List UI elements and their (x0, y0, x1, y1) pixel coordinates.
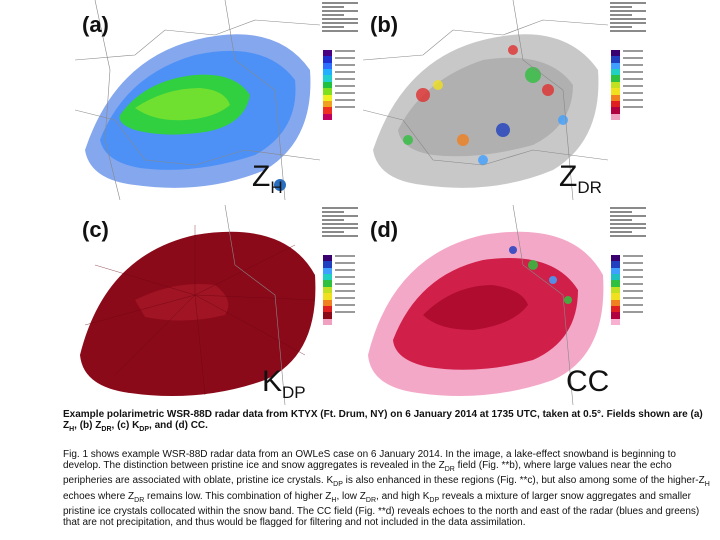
color-scale-swatch (323, 75, 332, 82)
legend-side-b (608, 0, 648, 200)
panel-label-a: (a) (82, 12, 109, 37)
color-scale-swatch (323, 274, 332, 281)
color-scale-swatch (611, 81, 620, 89)
legend-side-c (320, 205, 360, 405)
field-label-kdp: KDP (262, 365, 306, 402)
field-label-zh: ZH (252, 160, 283, 197)
color-scale-swatch (323, 50, 332, 57)
color-scale-swatch (611, 293, 620, 300)
color-scale-swatch (611, 50, 620, 57)
field-label-cc: CC (566, 365, 610, 398)
color-scale-swatch (611, 62, 620, 70)
radar-map-zdr (363, 0, 608, 200)
color-scale-c (323, 255, 332, 325)
color-scale-swatch (323, 107, 332, 114)
legend-side-a (320, 0, 360, 200)
figure-caption: Example polarimetric WSR-88D radar data … (63, 409, 703, 433)
color-scale-a (323, 50, 332, 120)
color-scale-swatch (323, 312, 332, 319)
body-paragraph: Fig. 1 shows example WSR-88D radar data … (63, 449, 710, 529)
panel-label-d: (d) (370, 217, 399, 242)
color-scale-swatch (611, 299, 620, 306)
color-scale-swatch (611, 267, 620, 275)
color-scale-swatch (611, 88, 620, 95)
color-scale-swatch (323, 88, 332, 95)
color-scale-swatch (323, 280, 332, 287)
color-scale-swatch (323, 69, 332, 76)
legend-side-d (608, 205, 648, 405)
color-scale-swatch (611, 286, 620, 294)
color-scale-swatch (611, 100, 620, 108)
color-scale-b (611, 50, 620, 120)
radar-map-zh (75, 0, 320, 200)
color-scale-swatch (611, 255, 620, 262)
color-scale-swatch (323, 305, 332, 313)
color-scale-swatch (611, 280, 620, 287)
panel-a: (a) (75, 0, 360, 200)
color-scale-swatch (611, 261, 620, 268)
color-scale-swatch (323, 261, 332, 268)
panel-b: (b) (363, 0, 648, 200)
panel-label-b: (b) (370, 12, 399, 37)
color-scale-swatch (323, 318, 332, 325)
color-scale-swatch (611, 56, 620, 63)
panel-c: (c) (75, 205, 360, 405)
field-label-zdr: ZDR (559, 160, 602, 197)
color-scale-swatch (611, 113, 620, 120)
radar-map-kdp (75, 205, 320, 405)
color-scale-swatch (611, 305, 620, 313)
color-scale-swatch (323, 255, 332, 262)
color-scale-swatch (323, 113, 332, 120)
radar-map-cc (363, 205, 608, 405)
color-scale-swatch (323, 267, 332, 275)
color-scale-swatch (611, 274, 620, 281)
color-scale-swatch (611, 69, 620, 76)
color-scale-swatch (323, 100, 332, 108)
color-scale-swatch (323, 81, 332, 89)
panel-d: (d) (363, 205, 648, 405)
color-scale-swatch (323, 286, 332, 294)
color-scale-swatch (323, 293, 332, 300)
color-scale-swatch (611, 318, 620, 325)
color-scale-swatch (611, 107, 620, 114)
panel-label-c: (c) (82, 217, 109, 242)
color-scale-swatch (323, 62, 332, 70)
color-scale-swatch (611, 312, 620, 319)
color-scale-swatch (611, 94, 620, 101)
color-scale-swatch (323, 299, 332, 306)
color-scale-swatch (323, 56, 332, 63)
color-scale-swatch (323, 94, 332, 101)
color-scale-swatch (611, 75, 620, 82)
color-scale-d (611, 255, 620, 325)
